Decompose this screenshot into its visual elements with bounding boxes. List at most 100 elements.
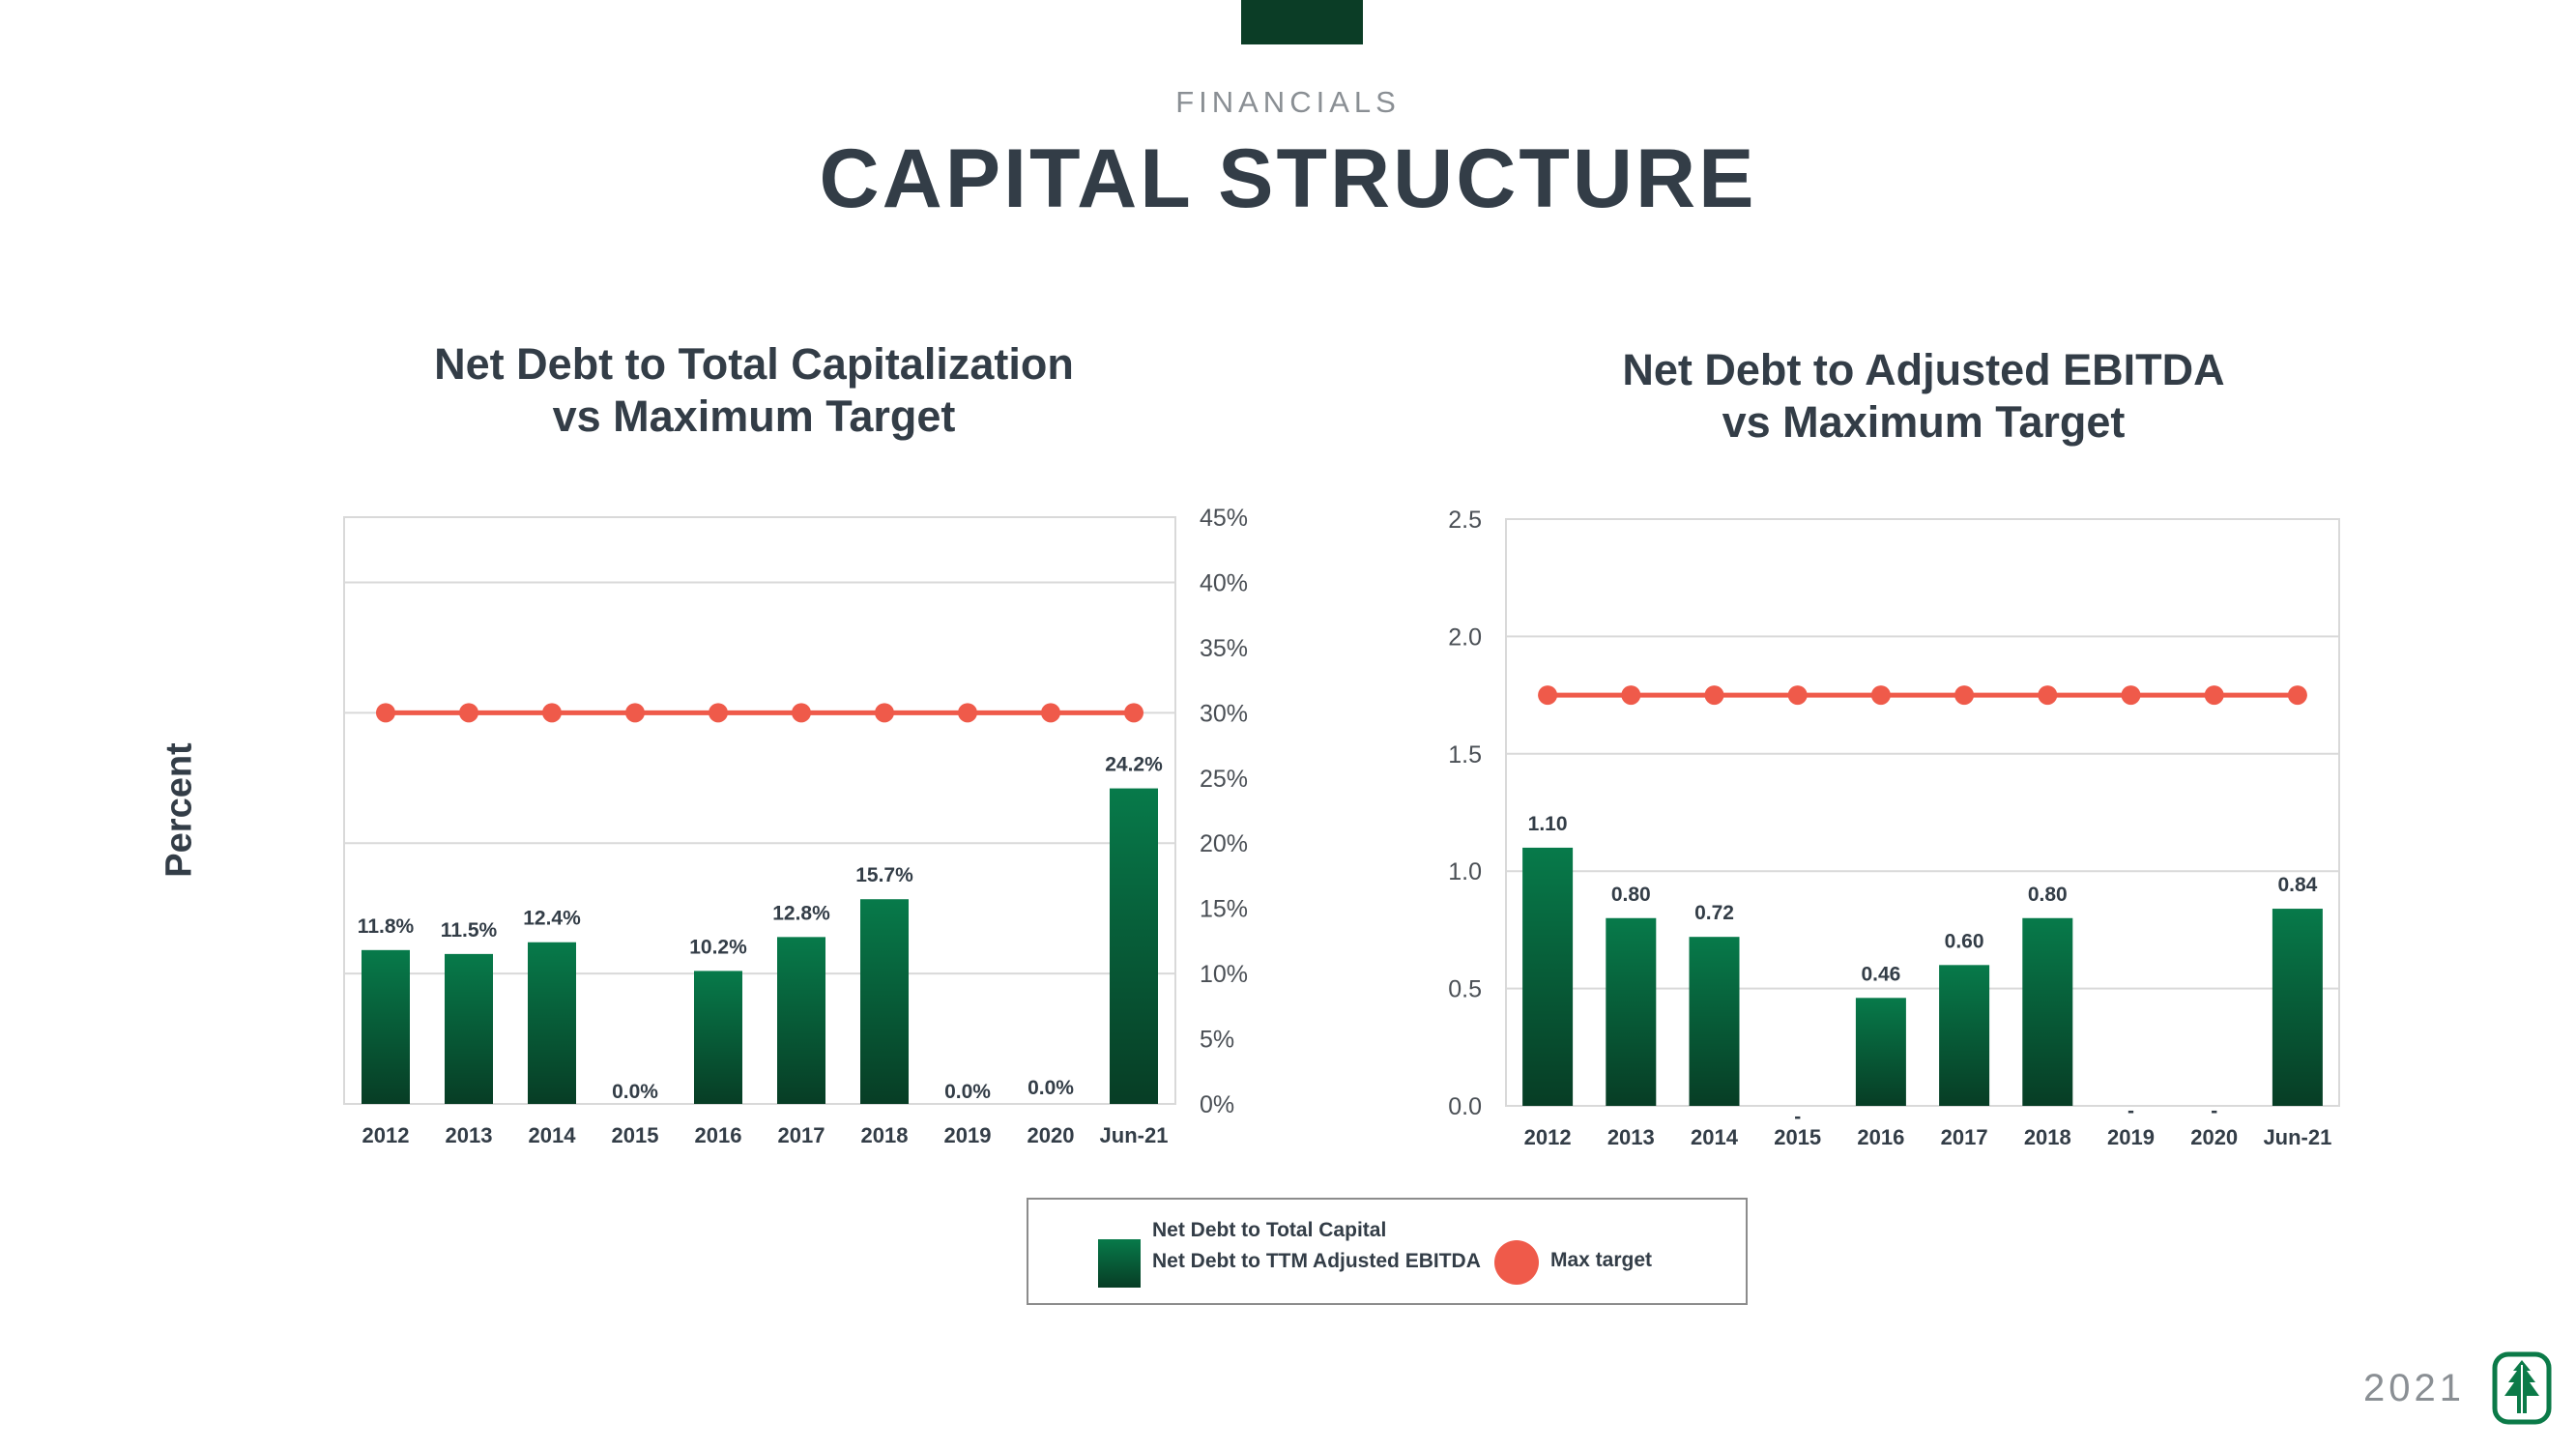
chart-2-bar — [1855, 998, 1906, 1106]
chart-2-title: Net Debt to Adjusted EBITDA vs Maximum T… — [1489, 344, 2359, 449]
chart-1-plot-frame — [343, 516, 1176, 1105]
chart-1-y-tick-label: 30% — [1200, 700, 1248, 727]
chart-2-target-point — [2038, 685, 2058, 706]
chart-1-y-tick-label: 15% — [1200, 896, 1248, 923]
chart-2-target-point — [1704, 685, 1724, 706]
chart-1-data-label: 10.2% — [689, 936, 747, 958]
chart-2-x-tick-label: 2020 — [2190, 1125, 2238, 1149]
chart-2-data-label: 0.60 — [1945, 930, 1984, 952]
chart-1-target-point — [958, 703, 977, 723]
chart-1-data-label: 11.8% — [358, 915, 415, 938]
chart-2-target-point — [1787, 685, 1808, 706]
chart-1-x-tick-label: 2015 — [612, 1123, 659, 1147]
chart-2-x-tick-label: 2018 — [2024, 1125, 2071, 1149]
chart-1-x-tick-label: 2019 — [944, 1123, 992, 1147]
chart-1-title: Net Debt to Total Capitalization vs Maxi… — [319, 338, 1189, 443]
chart-1-y-tick-label: 20% — [1200, 830, 1248, 857]
chart-2-data-label: 0.72 — [1694, 902, 1734, 924]
chart-2-x-tick-label: Jun-21 — [2263, 1125, 2331, 1149]
chart-1-data-label: 0.0% — [1028, 1077, 1074, 1099]
chart-2-data-label: 0.46 — [1861, 963, 1900, 985]
chart-2-data-label: 0.80 — [1611, 884, 1651, 906]
legend-bar-swatch — [1098, 1239, 1141, 1288]
chart-2-y-tick-label: 0.5 — [1448, 976, 1482, 1003]
page-title: CAPITAL STRUCTURE — [819, 132, 1757, 225]
chart-2-y-tick-label: 2.5 — [1448, 507, 1482, 534]
chart-2-bar — [1689, 937, 1740, 1106]
chart-2-y-tick-label: 2.0 — [1448, 624, 1482, 651]
chart-2-x-tick-label: 2012 — [1524, 1125, 1572, 1149]
chart-1-bar — [1110, 788, 1158, 1104]
pine-tree-logo-icon — [2492, 1351, 2552, 1425]
chart-1-data-label: 15.7% — [855, 864, 913, 886]
chart-1-target-point — [625, 703, 645, 723]
chart-1-data-label: 12.8% — [772, 902, 830, 924]
chart-2-bar — [1522, 847, 1574, 1106]
chart-1-x-tick-label: 2012 — [362, 1123, 410, 1147]
chart-1-title-line2: vs Maximum Target — [552, 392, 956, 441]
chart-1-target-point — [875, 703, 894, 723]
chart-1-y-tick-label: 25% — [1200, 766, 1248, 793]
top-accent-tab — [1241, 0, 1363, 44]
chart-1-data-label: 0.0% — [612, 1081, 658, 1103]
chart-2-data-label: - — [1794, 1106, 1801, 1128]
chart-2-data-label: 0.80 — [2028, 884, 2068, 906]
chart-2-data-label: 1.10 — [1528, 813, 1568, 835]
chart-2-x-tick-label: 2015 — [1774, 1125, 1821, 1149]
chart-1-y-tick-label: 40% — [1200, 569, 1248, 596]
chart-2-bar — [1606, 917, 1657, 1106]
chart-2-target-point — [2287, 685, 2307, 706]
chart-1-y-tick-label: 5% — [1200, 1027, 1234, 1054]
chart-2-x-tick-label: 2017 — [1941, 1125, 1988, 1149]
chart-1-x-tick-label: Jun-21 — [1100, 1123, 1169, 1147]
chart-1-data-label: 0.0% — [944, 1081, 991, 1103]
chart-1-x-tick-label: 2020 — [1028, 1123, 1075, 1147]
chart-2-target-point — [1870, 685, 1891, 706]
chart-1-target-point — [709, 703, 728, 723]
chart-2-target-point — [1538, 685, 1558, 706]
footer-year: 2021 — [2363, 1367, 2465, 1409]
chart-legend: Net Debt to Total Capital Net Debt to TT… — [1027, 1198, 1748, 1305]
chart-1-x-tick-label: 2017 — [778, 1123, 825, 1147]
chart-2-y-tick-label: 1.0 — [1448, 858, 1482, 885]
chart-1-target-point — [376, 703, 395, 723]
chart-1-target-point — [459, 703, 478, 723]
chart-1-y-tick-label: 45% — [1200, 505, 1248, 532]
chart-2-data-label: - — [2211, 1100, 2217, 1122]
section-eyebrow: FINANCIALS — [1175, 85, 1401, 119]
chart-1-bar — [777, 937, 825, 1104]
chart-2-target-point — [2121, 685, 2141, 706]
chart-2-data-label: - — [2127, 1100, 2134, 1122]
chart-1-target-point — [542, 703, 562, 723]
legend-label-max-target: Max target — [1550, 1249, 1653, 1271]
chart-2-title-line1: Net Debt to Adjusted EBITDA — [1622, 345, 2225, 394]
chart-1-x-tick-label: 2014 — [529, 1123, 577, 1147]
chart-2-data-label: 0.84 — [2277, 874, 2317, 896]
chart-1-data-label: 12.4% — [523, 908, 581, 930]
chart-1-target-point — [1041, 703, 1060, 723]
chart-1-bar — [694, 971, 742, 1104]
chart-1-data-label: 11.5% — [441, 919, 498, 942]
chart-1-data-label: 24.2% — [1105, 754, 1163, 776]
chart-2-bar — [2022, 917, 2073, 1106]
chart-2-bar — [1939, 965, 1990, 1106]
chart-2-bar — [2272, 909, 2323, 1106]
legend-label-total-capital: Net Debt to Total Capital — [1152, 1219, 1387, 1241]
chart-2-target-point — [2204, 685, 2224, 706]
chart-1-y-tick-label: 35% — [1200, 635, 1248, 662]
chart-1-title-line1: Net Debt to Total Capitalization — [434, 339, 1074, 389]
chart-2-x-tick-label: 2014 — [1691, 1125, 1739, 1149]
chart-2-x-tick-label: 2013 — [1607, 1125, 1655, 1149]
chart-2-title-line2: vs Maximum Target — [1722, 397, 2126, 447]
chart-1-bar — [362, 949, 410, 1104]
chart-1-x-tick-label: 2018 — [861, 1123, 909, 1147]
chart-2-x-tick-label: 2019 — [2107, 1125, 2155, 1149]
chart-2-x-tick-label: 2016 — [1857, 1125, 1904, 1149]
chart-2-target-point — [1954, 685, 1975, 706]
chart-1-bar — [860, 899, 909, 1104]
chart-1-target-point — [1124, 703, 1143, 723]
chart-1-y-tick-label: 10% — [1200, 961, 1248, 988]
chart-1-bar — [445, 953, 493, 1104]
